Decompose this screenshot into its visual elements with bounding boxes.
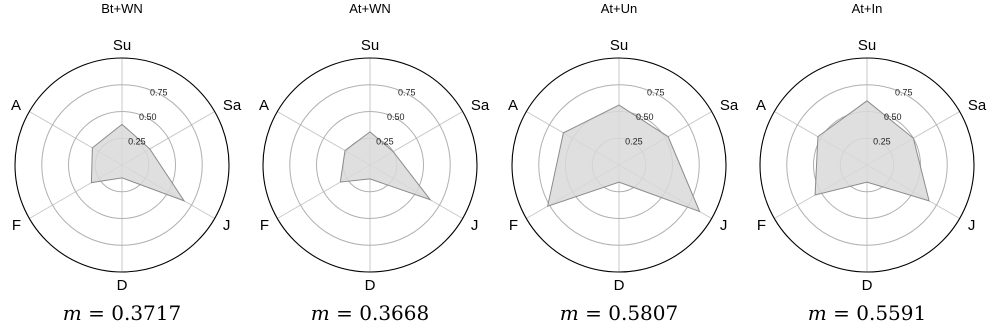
metric-caption: m = 0.5807 (560, 301, 678, 325)
grid-circle (68, 111, 176, 219)
grid-circle (538, 84, 700, 246)
tick-label: 0.50 (884, 112, 902, 122)
axis-label: Sa (968, 97, 987, 114)
tick-label: 0.25 (128, 137, 146, 147)
equals-sign: = (827, 301, 856, 325)
equals-sign: = (82, 301, 111, 325)
axis-label: D (614, 277, 625, 294)
metric-value: 0.3668 (359, 301, 429, 325)
grid-circle (41, 84, 203, 246)
outer-circle (759, 57, 975, 273)
data-polygon (339, 131, 432, 201)
axis-label: A (11, 97, 21, 114)
axis-label: Su (858, 37, 876, 54)
axis-label: A (756, 97, 766, 114)
grid-circle (289, 84, 451, 246)
tick-label: 0.75 (647, 88, 665, 98)
axis-label: Su (113, 37, 131, 54)
metric-variable: m (311, 301, 330, 325)
tick-label: 0.50 (636, 112, 654, 122)
axis-label: Su (610, 37, 628, 54)
axis-label: F (757, 217, 766, 234)
axis-label: J (223, 217, 231, 234)
axis-label: J (471, 217, 479, 234)
axis-label: D (862, 277, 873, 294)
chart-title: Bt+WN (101, 1, 143, 16)
outer-circle (14, 57, 230, 273)
chart-title: At+Un (601, 1, 638, 16)
tick-label: 0.75 (150, 88, 168, 98)
axis-label: F (12, 217, 21, 234)
metric-value: 0.3717 (111, 301, 181, 325)
tick-label: 0.25 (376, 137, 394, 147)
radar-chart: Bt+WN 0.25 0.50 0.75 Su Sa J D F Am = 0.3717 (11, 1, 242, 325)
outer-circle (511, 57, 727, 273)
equals-sign: = (330, 301, 359, 325)
metric-caption: m = 0.5591 (808, 301, 926, 325)
axis-label: F (509, 217, 518, 234)
tick-label: 0.50 (387, 112, 405, 122)
axis-label: Sa (471, 97, 490, 114)
tick-label: 0.25 (625, 137, 643, 147)
chart-title: At+WN (349, 1, 391, 16)
axis-label: Sa (223, 97, 242, 114)
grid-circle (316, 111, 424, 219)
radar-chart: At+In 0.25 0.50 0.75 Su Sa J D F Am = 0.5591 (756, 1, 987, 325)
axis-label: A (508, 97, 518, 114)
axis-label: D (117, 277, 128, 294)
axis-label: J (968, 217, 976, 234)
tick-label: 0.75 (895, 88, 913, 98)
metric-variable: m (63, 301, 82, 325)
axis-label: J (720, 217, 728, 234)
metric-value: 0.5807 (608, 301, 678, 325)
metric-variable: m (560, 301, 579, 325)
chart-title: At+In (852, 1, 883, 16)
axis-label: D (365, 277, 376, 294)
metric-variable: m (808, 301, 827, 325)
metric-caption: m = 0.3668 (311, 301, 429, 325)
outer-circle (262, 57, 478, 273)
radar-chart: At+WN 0.25 0.50 0.75 Su Sa J D F Am = 0.3668 (259, 1, 490, 325)
metric-value: 0.5591 (856, 301, 926, 325)
equals-sign: = (579, 301, 608, 325)
data-polygon (90, 123, 186, 202)
axis-label: Sa (720, 97, 739, 114)
tick-label: 0.75 (398, 88, 416, 98)
metric-caption: m = 0.3717 (63, 301, 181, 325)
radar-chart: At+Un 0.25 0.50 0.75 Su Sa J D F Am = 0.5807 (508, 1, 739, 325)
axis-label: A (259, 97, 269, 114)
axis-label: Su (361, 37, 379, 54)
data-polygon (814, 100, 930, 202)
grid-circle (786, 84, 948, 246)
tick-label: 0.25 (873, 137, 891, 147)
tick-label: 0.50 (139, 112, 157, 122)
axis-label: F (260, 217, 269, 234)
data-polygon (546, 104, 701, 213)
